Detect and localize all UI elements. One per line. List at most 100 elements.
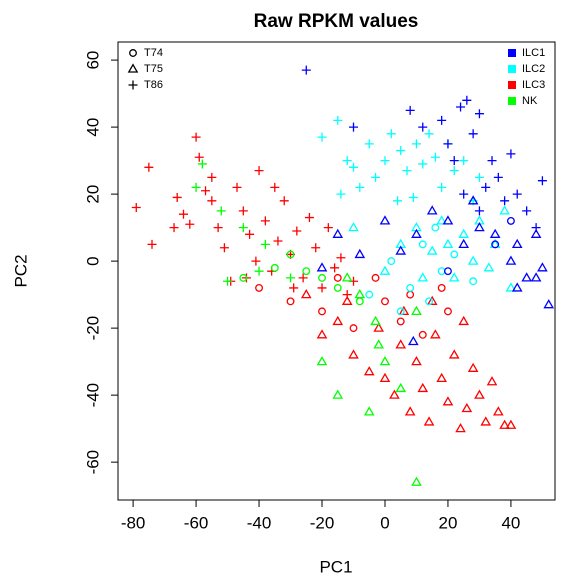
point (474, 222, 485, 232)
point (506, 216, 515, 225)
point (255, 283, 263, 292)
point (318, 307, 326, 316)
legend-symbol (127, 63, 139, 73)
point (185, 219, 195, 229)
point (239, 273, 248, 282)
point (511, 238, 523, 249)
point (336, 253, 346, 263)
point (418, 159, 428, 169)
point (505, 255, 517, 265)
legend-label: T75 (144, 63, 163, 75)
point (131, 203, 141, 213)
point (448, 349, 460, 359)
point (194, 152, 204, 162)
point (201, 186, 211, 196)
point (178, 209, 188, 219)
point (455, 423, 466, 433)
point (411, 228, 422, 238)
point (437, 267, 446, 276)
point (318, 273, 326, 282)
point (332, 389, 344, 399)
point (191, 132, 201, 142)
point (396, 146, 406, 156)
point (260, 216, 270, 226)
point (304, 213, 314, 223)
point (474, 389, 485, 399)
x-axis-label: PC1 (319, 557, 352, 576)
point (387, 257, 396, 266)
point (292, 226, 302, 236)
point (431, 223, 440, 232)
point (418, 330, 427, 339)
point (530, 228, 542, 238)
point (402, 166, 412, 176)
point (493, 172, 503, 182)
point (443, 139, 453, 149)
point (286, 273, 296, 283)
point (395, 382, 407, 393)
point (191, 182, 201, 192)
point (317, 283, 327, 293)
point (474, 206, 484, 216)
legend-label: ILC3 (522, 79, 545, 91)
point (381, 297, 389, 306)
point (522, 206, 532, 216)
point (505, 282, 517, 292)
point (430, 152, 440, 162)
point (436, 215, 447, 225)
point (418, 240, 427, 249)
point (467, 362, 479, 372)
point (480, 416, 492, 426)
point (407, 335, 419, 346)
point (332, 315, 344, 326)
point (459, 189, 469, 199)
point (499, 419, 510, 429)
x-tick-label: 40 (501, 513, 520, 532)
point (406, 290, 415, 299)
legend-swatch (508, 65, 516, 73)
point (355, 182, 365, 192)
point (459, 156, 469, 166)
point (456, 102, 466, 112)
point (169, 223, 179, 233)
point (373, 322, 385, 332)
point (426, 245, 438, 255)
point (417, 272, 429, 282)
point (380, 156, 390, 166)
point (424, 129, 434, 139)
legend-swatch (508, 97, 516, 105)
point (172, 192, 182, 202)
point (458, 315, 470, 326)
point (364, 139, 374, 149)
legend-label: ILC1 (522, 47, 545, 59)
legend-symbol (129, 49, 137, 57)
point (449, 166, 459, 176)
point (298, 273, 308, 283)
point (396, 307, 405, 316)
point (323, 223, 333, 233)
point (437, 283, 446, 292)
point (365, 290, 374, 299)
point (395, 339, 407, 349)
point (238, 206, 248, 216)
point (505, 419, 517, 429)
point (197, 159, 207, 169)
point (286, 297, 295, 306)
point (333, 115, 343, 125)
point (499, 205, 510, 215)
x-tick-label: 20 (438, 513, 457, 532)
point (333, 273, 342, 282)
point (543, 299, 555, 309)
point (341, 272, 353, 282)
point (426, 205, 438, 215)
point (406, 283, 415, 292)
point (316, 356, 328, 366)
y-tick-label: 60 (83, 51, 102, 70)
point (371, 273, 380, 282)
point (449, 156, 459, 166)
point (468, 129, 478, 139)
point (348, 349, 359, 359)
point (349, 324, 358, 333)
point (238, 223, 248, 233)
point (436, 372, 447, 383)
